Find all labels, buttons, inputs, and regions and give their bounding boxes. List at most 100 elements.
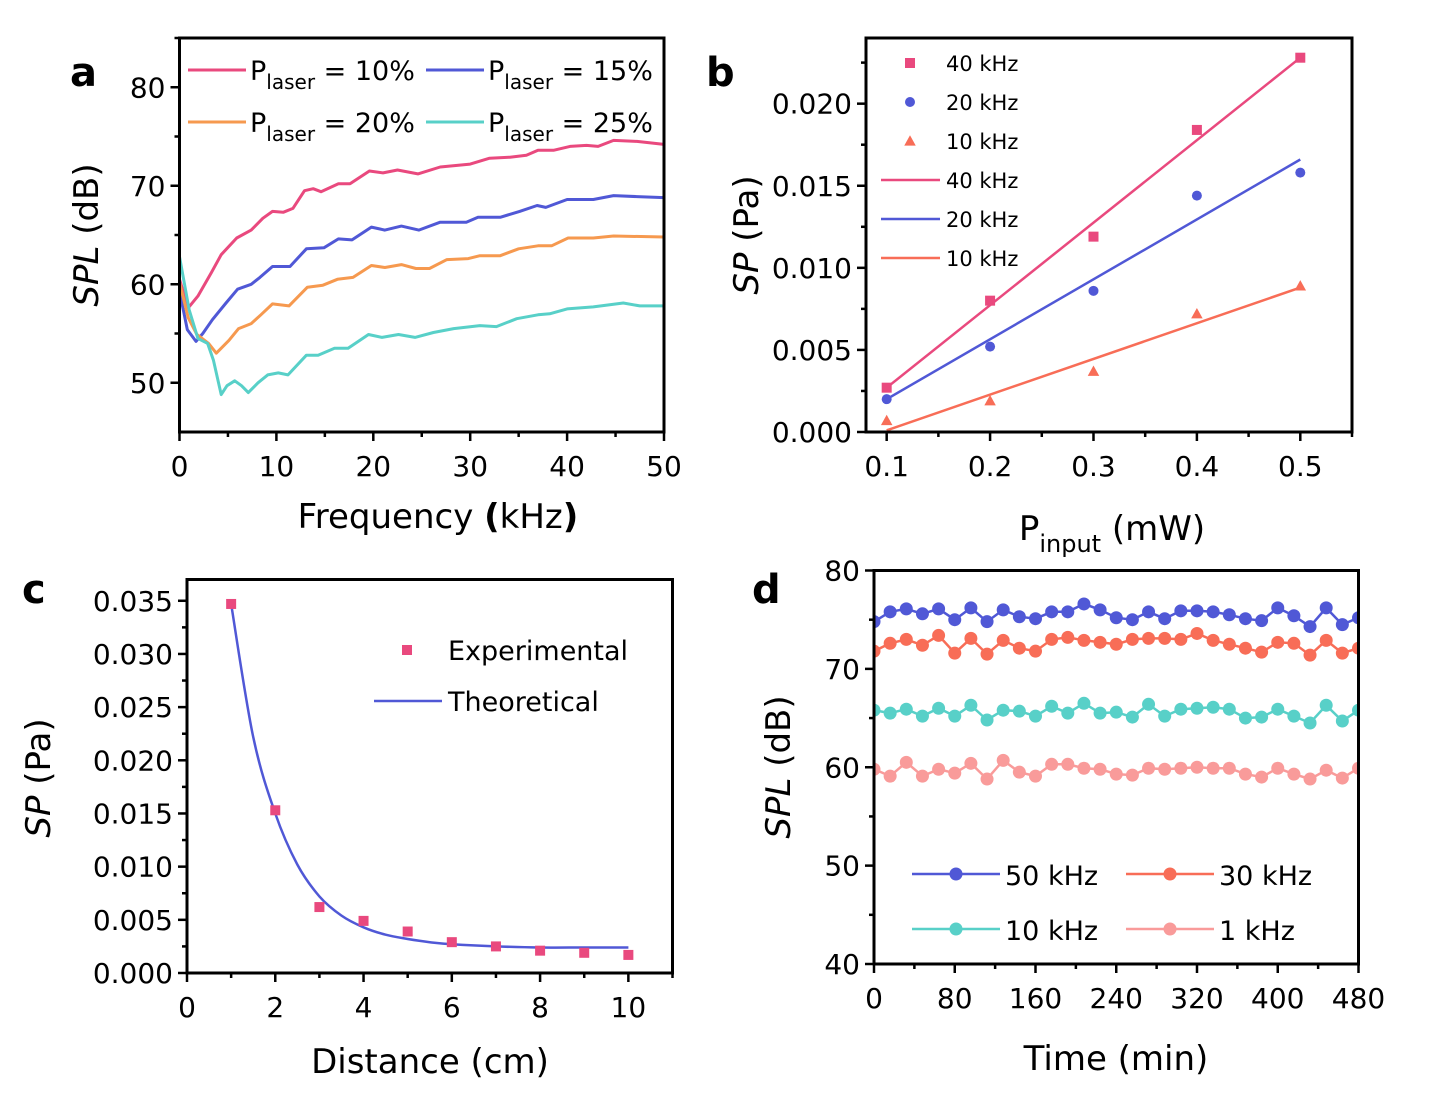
panel-a: a 0 10 20 30 40 50 50 60 70 80 SPL (dB) Frequency… <box>67 36 682 537</box>
legend-label-value: = 15% <box>553 56 653 87</box>
series-30-khz <box>874 626 1359 662</box>
series-1-khz <box>874 753 1359 786</box>
series-point <box>1029 769 1042 783</box>
y-tick-label: 0.015 <box>93 797 173 830</box>
panel-a-axis-ticks: 0 10 20 30 40 50 50 60 70 80 <box>130 36 682 483</box>
series-point <box>1158 709 1172 723</box>
series-point <box>1109 705 1123 719</box>
experimental-data-point <box>579 947 590 958</box>
series-point <box>899 755 913 769</box>
series-point <box>1158 612 1172 626</box>
x-tick-label: 0.3 <box>1071 450 1116 483</box>
y-tick-label: 0.010 <box>772 252 852 285</box>
series-point <box>874 762 881 776</box>
legend-item-1: Plaser = 15% <box>426 56 653 94</box>
panel-d-frame <box>872 569 1360 966</box>
panel-d-axis-ticks: 0 80 160 240 320 400 480 40 50 60 70 80 <box>824 555 1385 1016</box>
series-point <box>1352 641 1359 655</box>
series-point <box>1125 632 1139 646</box>
y-tick-label: 80 <box>824 555 860 588</box>
legend-item-4: 20 kHz <box>881 208 1018 232</box>
series-point <box>1174 702 1188 716</box>
y-tick-label: 60 <box>824 751 860 784</box>
x-tick-label: 10 <box>259 450 295 483</box>
series-point <box>1093 635 1107 649</box>
series-point <box>1190 604 1204 618</box>
series-point <box>1125 613 1139 627</box>
x-tick-label: 0 <box>171 450 189 483</box>
y-tick-label: 0.005 <box>772 334 852 367</box>
series-point <box>1206 605 1220 619</box>
legend-label-value: = 20% <box>315 108 415 139</box>
panel-b-x-axis-title-main: P <box>1019 509 1040 549</box>
data-point-40-khz <box>1088 231 1099 242</box>
series-point <box>883 769 897 783</box>
legend-label: 1 kHz <box>1219 916 1295 947</box>
series-point <box>874 703 881 717</box>
experimental-data-point <box>270 805 281 816</box>
series-point <box>1093 603 1107 617</box>
legend-label-value: = 25% <box>553 108 653 139</box>
legend-label: 40 kHz <box>946 52 1018 76</box>
legend-label-value: = 10% <box>315 56 415 87</box>
legend-label-sub: laser <box>266 122 316 146</box>
legend-item-0: 50 kHz <box>912 861 1098 892</box>
y-tick-label: 0.030 <box>93 638 173 671</box>
panel-b-x-axis-title-sub: input <box>1039 530 1101 558</box>
legend-label-main: P <box>250 108 266 139</box>
series-point <box>1319 633 1333 647</box>
y-tick-label: 0.035 <box>93 585 173 618</box>
series-point <box>1206 761 1220 775</box>
panel-d-plot-area <box>874 597 1359 786</box>
series-point <box>1271 601 1285 615</box>
y-tick-label: 0.020 <box>772 88 852 121</box>
series-point <box>1287 709 1301 723</box>
legend-item-2: 10 kHz <box>904 130 1018 154</box>
panel-a-frame <box>178 36 666 434</box>
y-tick-label: 60 <box>130 268 166 301</box>
panel-b-frame <box>864 36 1354 434</box>
panel-c-plot-area <box>226 598 634 960</box>
legend-marker-swatch <box>905 97 915 107</box>
panel-d-letter: d <box>752 567 781 613</box>
series-point <box>1319 763 1333 777</box>
series-point <box>1174 761 1188 775</box>
panel-d-series-group <box>874 597 1359 786</box>
series-point <box>1222 761 1236 775</box>
legend-item-0: 40 kHz <box>905 52 1018 76</box>
legend-label-sub: laser <box>504 122 554 146</box>
series-point <box>1174 604 1188 618</box>
legend-label: 10 kHz <box>946 130 1018 154</box>
x-tick-label: 0.2 <box>968 450 1013 483</box>
series-point <box>980 772 994 786</box>
series-point <box>1303 620 1317 634</box>
series-point <box>1335 771 1349 785</box>
x-tick-label: 2 <box>266 991 284 1024</box>
panel-c-y-axis-title-italic: SP <box>19 795 59 838</box>
legend-marker-swatch <box>402 645 412 655</box>
series-point <box>948 709 962 723</box>
y-tick-label: 70 <box>824 653 860 686</box>
legend-label-sub: laser <box>504 70 554 94</box>
experimental-data-point <box>314 902 325 913</box>
series-point <box>1238 641 1252 655</box>
series-point <box>1142 761 1156 775</box>
experimental-data-point <box>226 598 237 609</box>
series-50-khz <box>874 597 1359 634</box>
x-tick-label: 320 <box>1170 982 1223 1015</box>
series-point <box>1352 761 1359 775</box>
panel-a-plot-area <box>178 138 665 397</box>
panel-b: b 0.1 0.2 0.3 0.4 0.5 0.000 0.005 0.010 0.015 0.0… <box>706 36 1354 558</box>
legend-item-2: Plaser = 20% <box>188 108 415 146</box>
panel-a-y-axis-title: SPL (dB) <box>67 163 107 306</box>
series-point <box>1335 618 1349 632</box>
legend-label: 10 kHz <box>1005 916 1098 947</box>
panel-b-legend: 40 kHz 20 kHz 10 kHz 40 kHz 20 kHz 10 kHz <box>881 52 1018 271</box>
legend-label: Plaser = 25% <box>488 108 653 146</box>
series-point <box>964 601 978 615</box>
series-point <box>996 703 1010 717</box>
legend-label: Plaser = 20% <box>250 108 415 146</box>
series-point <box>1093 762 1107 776</box>
fit-line-20-khz <box>886 158 1301 401</box>
panel-d-y-axis-title-italic: SPL <box>759 778 799 839</box>
